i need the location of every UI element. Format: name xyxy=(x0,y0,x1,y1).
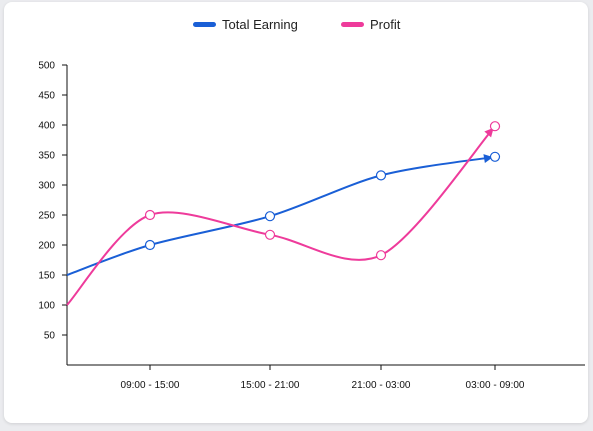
legend-item-total-earning[interactable]: Total Earning xyxy=(193,17,298,32)
legend-label-profit: Profit xyxy=(370,17,401,32)
data-point-total-earning-2 xyxy=(264,211,276,222)
series-arrow-total-earning xyxy=(483,154,494,164)
chart-legend: Total Earning Profit xyxy=(0,17,593,37)
data-point-total-earning-1 xyxy=(144,239,156,251)
legend-item-profit[interactable]: Profit xyxy=(341,17,400,32)
y-tick-label-400: 400 xyxy=(38,121,55,132)
x-tick-label-4: 03:00 - 09:00 xyxy=(466,380,525,391)
series-line-profit xyxy=(66,125,496,306)
legend-swatch-total-earning xyxy=(193,22,216,27)
data-point-profit-3 xyxy=(375,250,387,261)
y-tick-label-100: 100 xyxy=(38,301,55,312)
y-tick-label-450: 450 xyxy=(38,91,55,102)
data-point-profit-2 xyxy=(264,229,276,240)
y-tick-label-350: 350 xyxy=(38,151,55,162)
legend-label-total-earning: Total Earning xyxy=(222,17,298,32)
y-tick-label-500: 500 xyxy=(38,61,55,72)
y-tick-label-200: 200 xyxy=(38,241,55,252)
legend-swatch-profit xyxy=(341,22,364,27)
series-arrow-profit xyxy=(484,127,494,138)
data-point-profit-4 xyxy=(489,121,501,132)
y-tick-label-250: 250 xyxy=(38,211,55,222)
x-tick-label-2: 15:00 - 21:00 xyxy=(241,380,300,391)
y-tick-label-300: 300 xyxy=(38,181,55,192)
x-tick-label-3: 21:00 - 03:00 xyxy=(352,380,411,391)
y-tick-label-50: 50 xyxy=(44,331,56,342)
data-point-total-earning-4 xyxy=(489,151,501,162)
chart-card xyxy=(4,2,588,423)
data-point-total-earning-3 xyxy=(375,170,387,181)
series-line-total-earning xyxy=(66,155,496,276)
x-tick-label-1: 09:00 - 15:00 xyxy=(121,380,180,391)
data-point-profit-1 xyxy=(144,209,156,221)
y-tick-label-150: 150 xyxy=(38,271,55,282)
